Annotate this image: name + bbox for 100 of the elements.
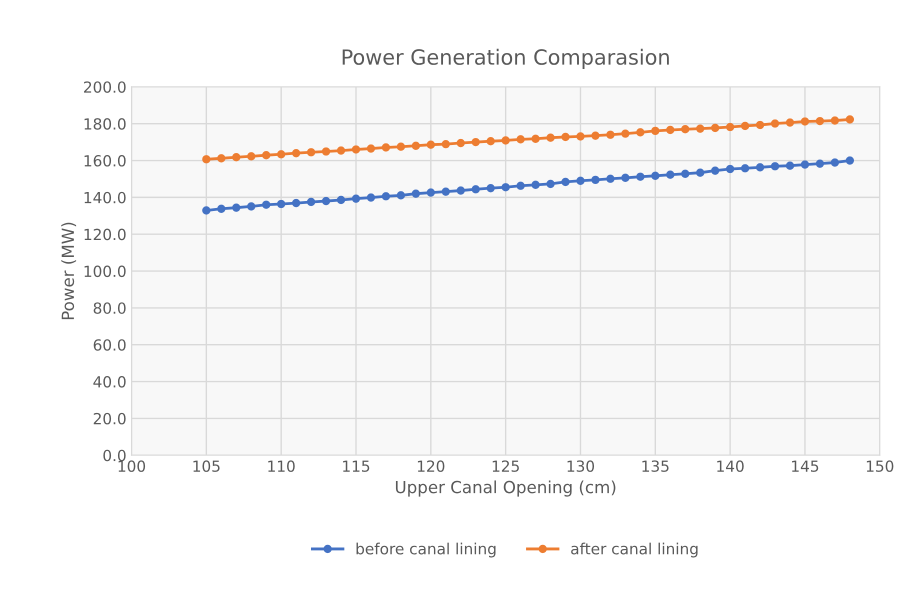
point	[412, 190, 420, 198]
point	[306, 148, 316, 156]
point	[352, 145, 360, 154]
point	[531, 180, 540, 190]
point	[800, 160, 810, 169]
x-tick-label: 105	[193, 460, 220, 472]
point	[606, 174, 615, 183]
point	[696, 168, 704, 177]
point	[636, 172, 645, 181]
point	[621, 129, 630, 138]
x-tick-label: 100	[118, 460, 146, 472]
y-tick-label: 0.0	[103, 450, 126, 462]
point	[591, 132, 600, 140]
point	[546, 134, 555, 142]
point	[726, 122, 734, 132]
point	[217, 204, 226, 213]
point	[546, 180, 555, 188]
point	[830, 158, 840, 167]
point	[426, 140, 435, 149]
point	[306, 198, 316, 206]
point	[442, 187, 450, 196]
x-tick-label: 120	[418, 460, 444, 472]
point	[322, 147, 330, 156]
point	[696, 124, 704, 133]
point	[516, 135, 525, 144]
point	[786, 162, 794, 170]
x-tick-label: 115	[343, 460, 370, 472]
point	[366, 193, 376, 202]
legend-label: after canal lining	[571, 542, 698, 558]
point	[516, 182, 525, 190]
point	[232, 153, 240, 162]
y-tick-label: 180.0	[84, 118, 126, 130]
point	[846, 115, 854, 124]
point	[561, 178, 570, 186]
y-tick-label: 60.0	[94, 339, 126, 351]
point	[666, 170, 674, 179]
point	[247, 202, 256, 211]
point	[591, 176, 600, 184]
point	[277, 200, 286, 208]
point	[456, 186, 465, 195]
point	[501, 136, 510, 145]
point	[830, 116, 840, 125]
point	[576, 176, 585, 185]
y-tick-label: 120.0	[84, 228, 126, 240]
point	[486, 137, 495, 146]
point	[711, 124, 720, 132]
y-tick-label: 100.0	[84, 266, 126, 278]
point	[396, 142, 406, 151]
point	[382, 143, 390, 152]
point	[651, 172, 660, 180]
chart-title: Power Generation Comparasion	[342, 48, 669, 69]
point	[740, 122, 750, 130]
point	[800, 117, 810, 126]
y-tick-label: 160.0	[84, 154, 126, 167]
point	[366, 144, 376, 153]
point	[202, 206, 211, 215]
point	[277, 150, 286, 158]
point	[262, 151, 270, 160]
point	[486, 184, 495, 192]
y-tick-label: 140.0	[84, 192, 126, 204]
point	[636, 128, 645, 137]
x-tick-label: 150	[866, 460, 894, 472]
point	[456, 138, 465, 148]
x-tick-label: 135	[642, 460, 669, 472]
point	[576, 132, 585, 141]
point	[621, 174, 630, 182]
point	[501, 183, 510, 192]
point	[606, 130, 615, 139]
point	[262, 200, 270, 209]
x-tick-label: 125	[492, 460, 519, 472]
point	[756, 120, 764, 130]
point	[770, 162, 780, 170]
point	[217, 154, 226, 162]
point	[472, 138, 480, 146]
y-tick-label: 20.0	[94, 412, 126, 424]
point	[561, 132, 570, 142]
y-axis-title: Power (MW)	[61, 222, 76, 320]
point	[292, 198, 300, 208]
point	[681, 125, 690, 134]
point	[726, 164, 734, 174]
point	[412, 142, 420, 150]
y-tick-label: 40.0	[93, 376, 126, 388]
point	[352, 194, 360, 203]
x-axis-title: Upper Canal Opening (cm)	[396, 480, 616, 497]
point	[292, 148, 300, 158]
point	[426, 188, 435, 197]
point	[396, 191, 406, 200]
point	[336, 146, 346, 155]
y-tick-label: 80.0	[94, 302, 126, 314]
x-tick-label: 130	[568, 460, 594, 472]
point	[247, 152, 256, 160]
point	[770, 119, 780, 128]
point	[756, 163, 764, 172]
point	[382, 192, 390, 200]
point	[232, 204, 240, 212]
point	[786, 118, 794, 127]
legend-label: before canal lining	[356, 542, 496, 558]
point	[740, 164, 750, 172]
point	[846, 156, 854, 165]
y-tick-label: 200.0	[84, 81, 126, 93]
